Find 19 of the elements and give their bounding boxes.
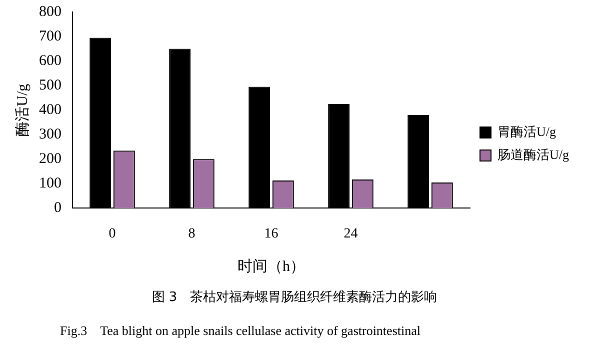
legend-label: 肠道酶活U/g xyxy=(498,146,570,162)
text: Fig.3 Tea blight on apple snails cellulase activity of gastrointestinal xyxy=(59,322,422,340)
y-tick-label: 0 xyxy=(54,200,62,216)
y-tick-label: 600 xyxy=(39,52,62,69)
x-tick-label: 0 xyxy=(108,226,116,242)
text: 图 3 茶枯对福寿螺胃肠组织纤维素酶活力的影响 xyxy=(150,289,438,306)
y-tick-label: 500 xyxy=(39,78,62,94)
y-tick-label: 400 xyxy=(39,102,62,118)
y-tick-label: 800 xyxy=(39,4,62,20)
y-tick-label: 100 xyxy=(39,176,62,192)
x-tick-label: 24 xyxy=(344,226,358,242)
y-tick-label: 700 xyxy=(39,28,62,44)
y-axis-title: 酶活U/g xyxy=(14,83,31,136)
x-tick-label: 16 xyxy=(264,226,278,242)
y-tick-label: 200 xyxy=(39,151,62,168)
legend-label: 胃酶活U/g xyxy=(498,124,556,139)
y-tick-label: 300 xyxy=(39,126,62,143)
x-tick-label: 8 xyxy=(188,226,196,242)
x-axis-title: 时间（h） xyxy=(238,258,305,275)
